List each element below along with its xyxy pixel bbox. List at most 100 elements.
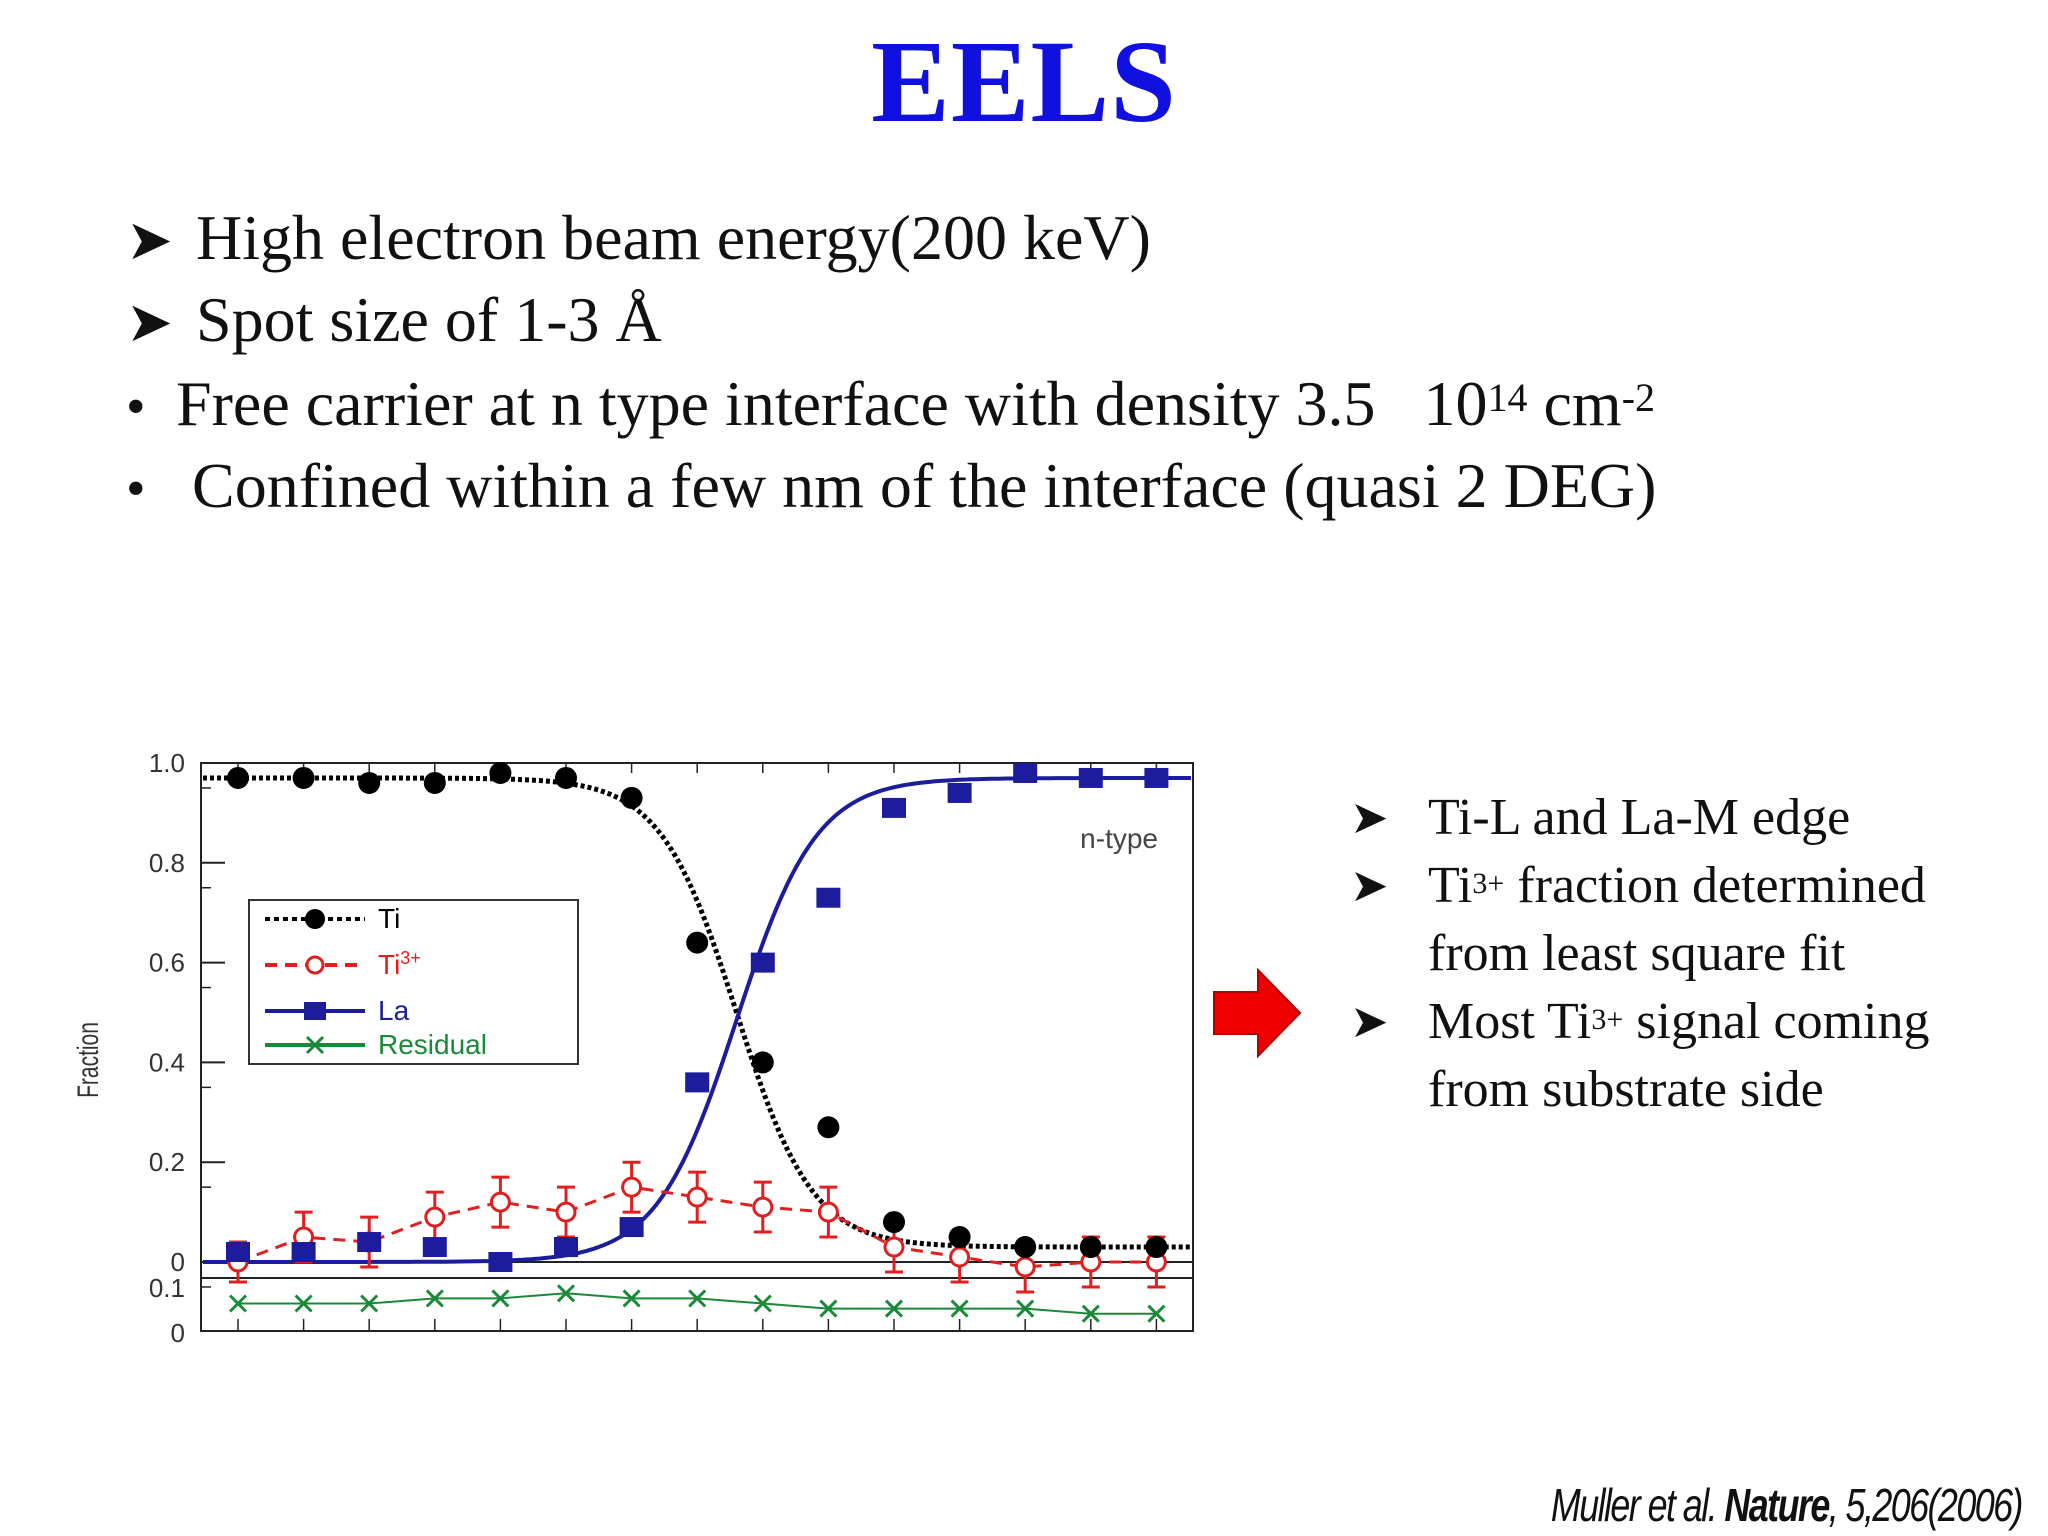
ti-point [883,1211,905,1234]
citation: Muller et al. Nature, 5,206(2006) [1550,1478,2024,1532]
la-point [291,1242,316,1263]
la-point [816,887,841,908]
residual-point [294,1294,313,1313]
note-item: ➤ Ti-L and La-M edge [1350,784,2030,852]
ti-point [817,1116,840,1139]
red-arrow-icon [1213,968,1302,1058]
residual-point [622,1289,641,1308]
la-point [619,1217,644,1238]
chart-svg: 1.00.80.60.40.200.10Fractionn-typeTiTi3+… [73,748,1194,1348]
ti3-point [817,1201,839,1223]
ti3-point [621,1176,643,1198]
dot-bullet-icon: • [126,458,146,520]
bullet-item: • Free carrier at n type interface with d… [126,364,1655,447]
residual-point [491,1289,510,1308]
la-point [1144,767,1169,788]
ti-point [423,771,446,794]
residual-point [819,1299,838,1318]
bullet-text-unit: cm [1527,368,1622,439]
note-item: ➤ Most Ti3+ signal coming from substrate … [1350,988,2030,1124]
y-tick-label: 0.8 [149,848,185,878]
la-point [750,952,775,973]
bullet-text: Free carrier at n type interface with de… [176,368,1488,439]
y-tick-label: 0 [171,1247,185,1277]
note-superscript: 3+ [1591,1003,1624,1036]
bullet-text: Spot size of 1-3 Å [196,284,662,355]
dot-bullet-icon: • [126,376,146,438]
ti3-point [424,1206,446,1228]
legend-label: La [378,995,410,1026]
slide-title: EELS [871,16,1177,147]
note-text-rest: fraction determined from least square fi… [1428,857,1926,982]
la-point [357,1232,382,1253]
bullet-superscript: 14 [1487,375,1528,420]
legend-marker [304,1002,326,1020]
bullet-superscript-unit: -2 [1621,375,1656,420]
y-tick-label: 1.0 [149,748,185,778]
ti3-point [949,1246,971,1268]
y-tick-label: 0.6 [149,948,185,978]
ti3-point [883,1236,905,1258]
residual-point [228,1294,248,1313]
ti-point [358,771,381,794]
la-point [554,1237,578,1258]
la-point [685,1072,710,1093]
bullet-text: Confined within a few nm of the interfac… [176,450,1657,521]
legend-marker [305,955,325,975]
la-point [947,782,972,803]
residual-point [884,1299,904,1318]
residual-point [688,1289,707,1308]
legend-label-superscript: 3+ [400,948,421,968]
residual-tick-label: 0 [171,1318,185,1348]
ti-point [1145,1236,1168,1259]
arrow-bullet-icon: ➤ [126,292,173,354]
residual-point [1147,1304,1166,1323]
legend-label: Ti [378,903,400,934]
residual-point [950,1299,969,1318]
residual-point [360,1294,379,1313]
arrow-bullet-icon: ➤ [1350,860,1389,911]
legend-marker [305,1035,325,1055]
la-point [488,1252,513,1272]
legend-box [248,899,579,1065]
ti3-point [555,1201,577,1223]
la-point [422,1237,447,1258]
chart-annotation: n-type [1080,823,1158,854]
bullet-text: High electron beam energy(200 keV) [196,202,1151,273]
arrow-bullet-icon: ➤ [1350,996,1389,1047]
ti3-point [1014,1256,1036,1278]
la-point [1078,767,1103,788]
ti-point [751,1051,774,1074]
ti-point [489,761,512,784]
residual-point [753,1294,772,1313]
ti-point [555,766,577,789]
bullet-item: ➤ Spot size of 1-3 Å [126,280,662,363]
ti3-point [686,1186,708,1208]
note-superscript: 3+ [1472,867,1505,900]
citation-ref: , 5,206(2006) [1828,1479,2024,1531]
y-tick-label: 0.2 [149,1147,185,1177]
y-axis-label: Fraction [73,1022,105,1098]
residual-point [1081,1304,1100,1323]
arrow-bullet-icon: ➤ [1350,792,1389,843]
ti3-point [752,1196,774,1218]
la-point [226,1242,250,1263]
ti-point [948,1226,971,1249]
citation-journal: Nature [1724,1479,1831,1531]
la-point [882,797,906,818]
ti-point [686,931,709,954]
note-text: Ti-L and La-M edge [1428,789,1851,846]
note-item: ➤ Ti3+ fraction determined from least squ… [1350,852,2030,988]
citation-authors: Muller et al. [1550,1479,1725,1531]
bullet-item: ➤ High electron beam energy(200 keV) [126,198,1151,281]
ti-point [227,766,249,789]
note-text-rest: signal coming from substrate side [1428,993,1930,1118]
eels-chart: 1.0 0.8 0.6 0.4 0.2 0 0.1 0 Fraction n-type Ti Ti3+… [40,730,1240,1380]
ti-point [620,786,643,809]
legend-label: Residual [378,1029,487,1060]
note-text: Most Ti [1428,993,1592,1050]
residual-point [556,1284,576,1303]
legend-marker [305,909,325,929]
residual-tick-label: 0.1 [149,1273,185,1303]
ti-point [1079,1236,1102,1259]
